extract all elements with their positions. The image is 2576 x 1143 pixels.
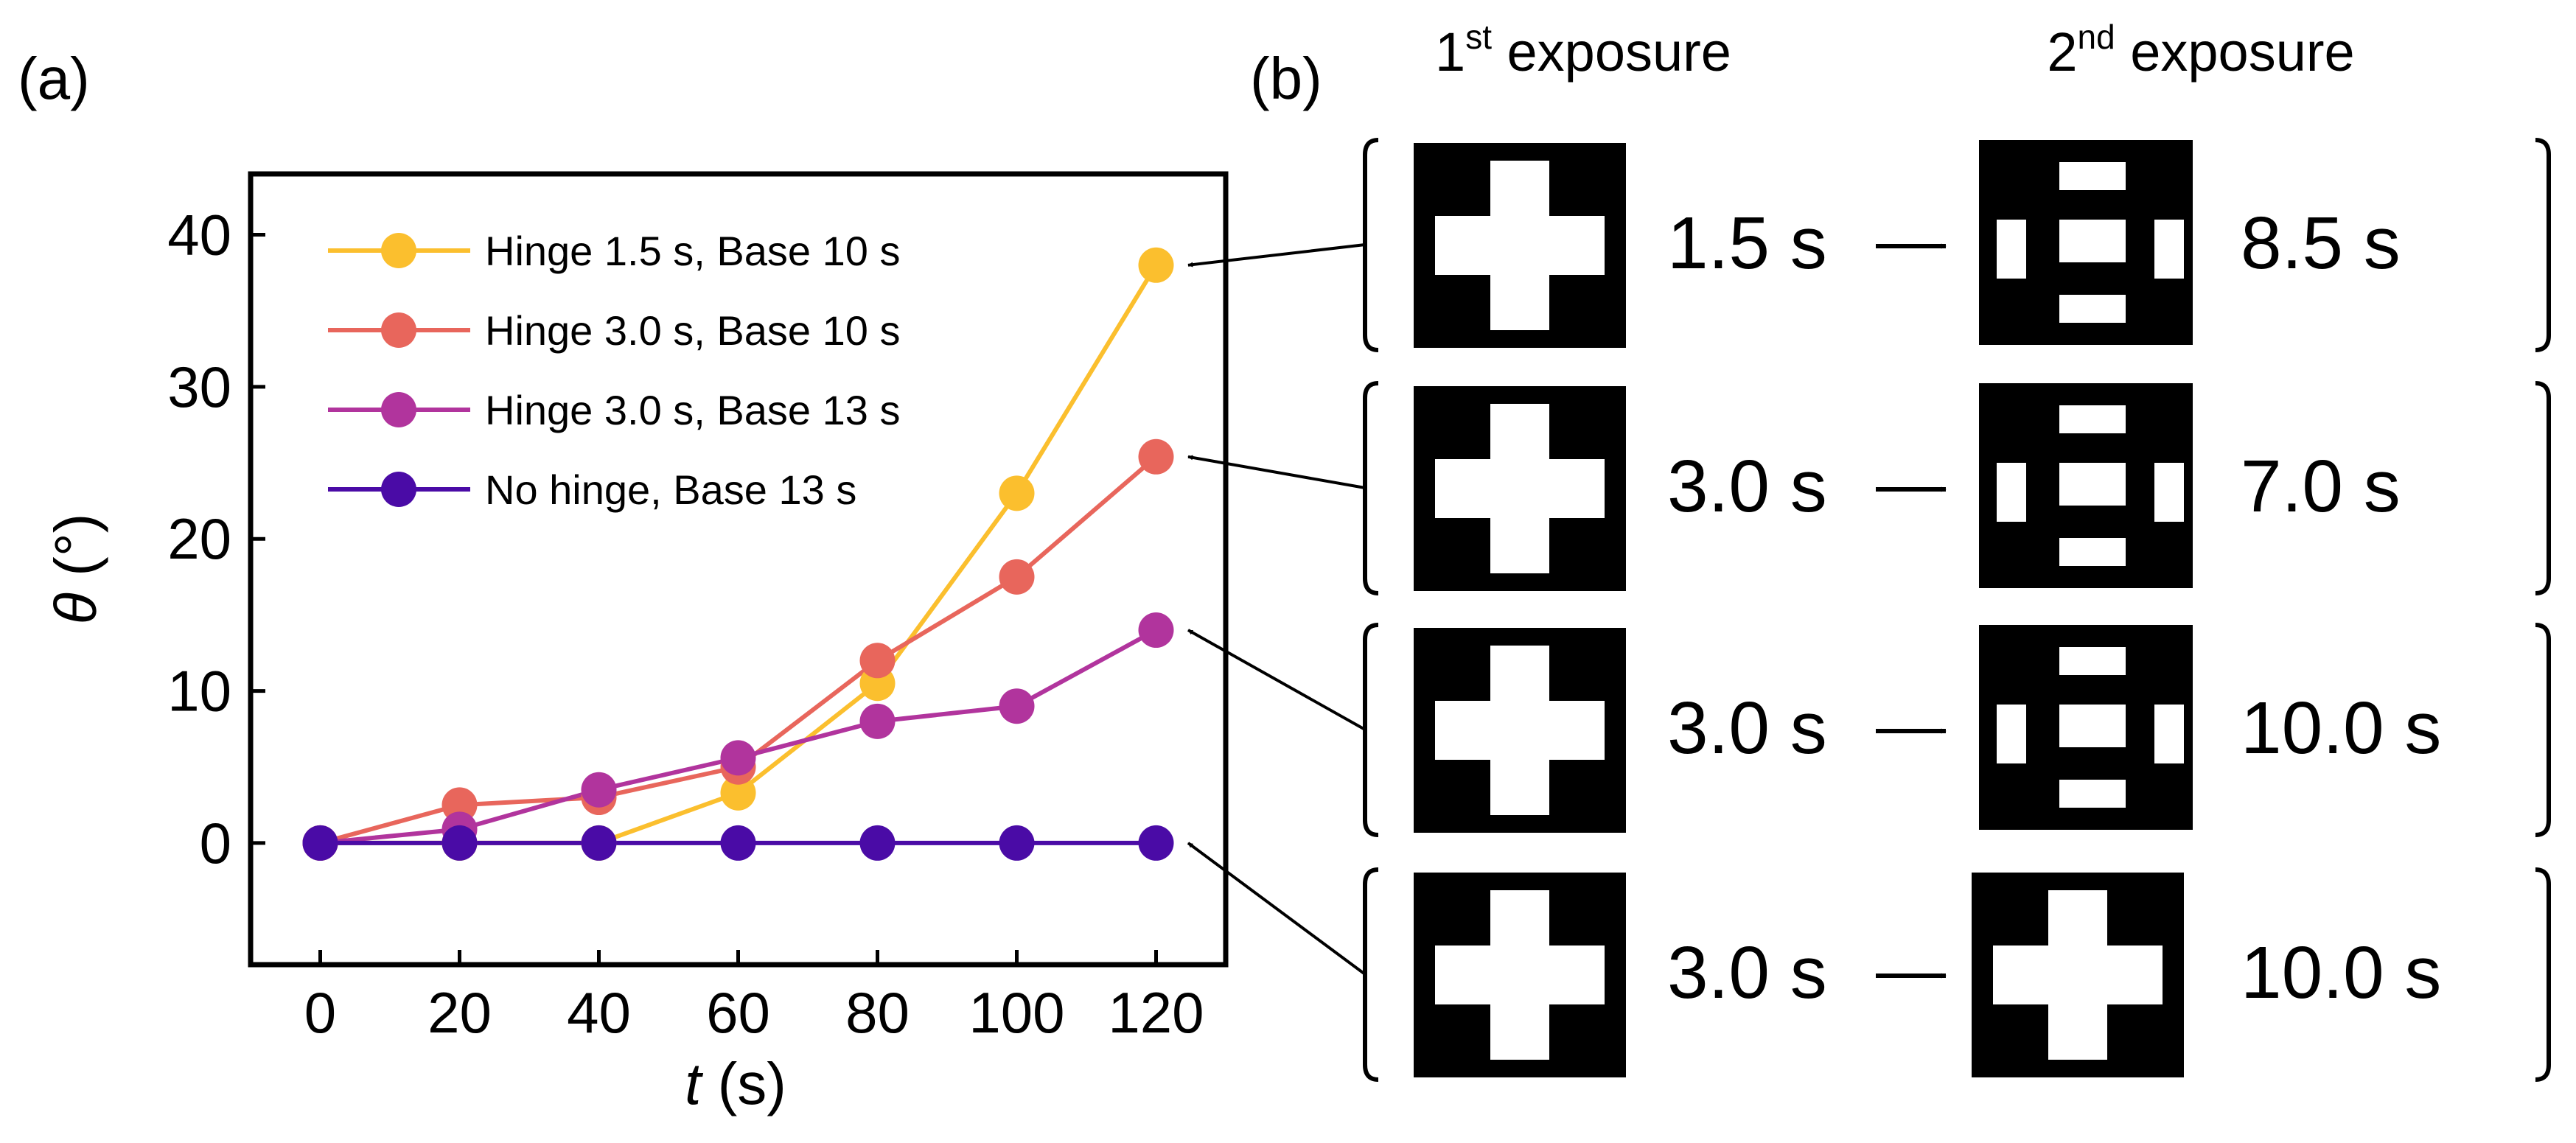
cross-opening bbox=[1435, 404, 1605, 573]
left-bracket bbox=[1363, 867, 1379, 1082]
legend-marker bbox=[381, 392, 416, 427]
second-exposure-header: 2nd exposure bbox=[2047, 18, 2354, 83]
cross-opening bbox=[1435, 890, 1605, 1060]
right-bracket bbox=[2535, 381, 2551, 595]
exposure-rows: 1.5 s 8.5 s 3.0 s 7.0 s 3.0 s 10.0 s 3.0 s 10.0… bbox=[1363, 138, 2551, 1082]
x-axis: 0 20 40 60 80 100 120 bbox=[304, 950, 1204, 1045]
cross-opening bbox=[1435, 161, 1605, 330]
y-tick-label: 10 bbox=[167, 659, 231, 724]
hinge-opening bbox=[1997, 705, 2026, 763]
legend-label: Hinge 1.5 s, Base 10 s bbox=[485, 228, 900, 274]
first-exposure-time: 3.0 s bbox=[1667, 687, 1827, 769]
data-point bbox=[1138, 438, 1174, 475]
exposure-row: 3.0 s 10.0 s bbox=[1363, 867, 2551, 1082]
hinge-opening bbox=[1997, 463, 2026, 522]
hinge-opening bbox=[2059, 162, 2126, 190]
data-point bbox=[999, 688, 1035, 724]
legend-label: Hinge 3.0 s, Base 10 s bbox=[485, 307, 900, 354]
x-tick-label: 120 bbox=[1108, 980, 1204, 1045]
hinge-opening bbox=[2059, 705, 2126, 747]
data-point bbox=[1138, 612, 1174, 649]
data-point bbox=[441, 825, 478, 861]
legend-marker bbox=[381, 472, 416, 507]
hinge-opening bbox=[2059, 220, 2126, 262]
second-exposure-time: 8.5 s bbox=[2241, 202, 2401, 284]
first-exposure-time: 3.0 s bbox=[1667, 445, 1827, 528]
hinge-opening bbox=[2059, 538, 2126, 566]
pointer-arrow bbox=[1187, 842, 1366, 976]
panel-b-label: (b) bbox=[1250, 46, 1322, 111]
y-axis: 0 10 20 30 40 bbox=[167, 203, 265, 875]
data-point bbox=[302, 825, 338, 861]
cross-opening bbox=[1993, 890, 2163, 1060]
legend-label: No hinge, Base 13 s bbox=[485, 466, 856, 513]
series-points bbox=[302, 247, 1174, 861]
y-tick-label: 40 bbox=[167, 203, 231, 268]
hinge-opening bbox=[2059, 405, 2126, 433]
panel-a-label: (a) bbox=[18, 46, 90, 111]
left-bracket bbox=[1363, 623, 1379, 837]
data-point bbox=[999, 825, 1035, 861]
legend-marker bbox=[381, 312, 416, 348]
first-exposure-time: 3.0 s bbox=[1667, 931, 1827, 1014]
legend-label: Hinge 3.0 s, Base 13 s bbox=[485, 387, 900, 433]
pointer-arrow bbox=[1187, 455, 1366, 489]
data-point bbox=[581, 825, 617, 861]
hinge-opening bbox=[2059, 647, 2126, 675]
x-tick-label: 40 bbox=[567, 980, 631, 1045]
data-point bbox=[859, 703, 896, 739]
hinge-opening bbox=[2154, 220, 2184, 279]
legend-marker bbox=[381, 233, 416, 268]
pointer-arrow bbox=[1187, 243, 1366, 268]
cross-opening bbox=[1435, 646, 1605, 815]
left-bracket bbox=[1363, 138, 1379, 352]
hinge-opening bbox=[2154, 463, 2184, 522]
pointer-arrows bbox=[1187, 243, 1366, 976]
hinge-opening bbox=[2059, 295, 2126, 323]
exposure-row: 3.0 s 10.0 s bbox=[1363, 623, 2551, 837]
x-tick-label: 0 bbox=[304, 980, 336, 1045]
right-bracket bbox=[2535, 623, 2551, 837]
hinge-opening bbox=[2059, 780, 2126, 808]
second-exposure-time: 7.0 s bbox=[2241, 445, 2401, 528]
second-exposure-time: 10.0 s bbox=[2241, 687, 2441, 769]
data-point bbox=[859, 825, 896, 861]
data-point bbox=[720, 775, 756, 811]
y-tick-label: 0 bbox=[200, 811, 231, 875]
pointer-arrow bbox=[1187, 629, 1366, 731]
right-bracket bbox=[2535, 867, 2551, 1082]
y-tick-label: 30 bbox=[167, 354, 231, 419]
x-tick-label: 80 bbox=[845, 980, 910, 1045]
exposure-row: 3.0 s 7.0 s bbox=[1363, 381, 2551, 595]
data-point bbox=[1138, 825, 1174, 861]
data-point bbox=[1138, 247, 1174, 283]
data-point bbox=[720, 825, 756, 861]
right-bracket bbox=[2535, 138, 2551, 352]
x-axis-title: t (s) bbox=[685, 1051, 786, 1116]
hinge-opening bbox=[1997, 220, 2026, 279]
x-tick-label: 20 bbox=[427, 980, 492, 1045]
data-point bbox=[581, 772, 617, 808]
line-chart: 0 20 40 60 80 100 120 0 10 20 30 40 Hinge 1.5 s, B… bbox=[43, 171, 1229, 1116]
data-point bbox=[859, 643, 896, 679]
y-axis-title: θ (°) bbox=[43, 514, 108, 625]
x-tick-label: 60 bbox=[706, 980, 770, 1045]
hinge-opening bbox=[2059, 463, 2126, 506]
y-tick-label: 20 bbox=[167, 506, 231, 571]
second-exposure-time: 10.0 s bbox=[2241, 931, 2441, 1014]
legend: Hinge 1.5 s, Base 10 s Hinge 3.0 s, Base … bbox=[328, 228, 900, 513]
data-point bbox=[999, 559, 1035, 595]
x-tick-label: 100 bbox=[968, 980, 1064, 1045]
exposure-row: 1.5 s 8.5 s bbox=[1363, 138, 2551, 352]
hinge-opening bbox=[2154, 705, 2184, 763]
data-point bbox=[720, 740, 756, 776]
data-point bbox=[999, 475, 1035, 511]
left-bracket bbox=[1363, 381, 1379, 595]
first-exposure-time: 1.5 s bbox=[1667, 202, 1827, 284]
data-point bbox=[441, 787, 478, 823]
first-exposure-header: 1st exposure bbox=[1435, 18, 1731, 83]
